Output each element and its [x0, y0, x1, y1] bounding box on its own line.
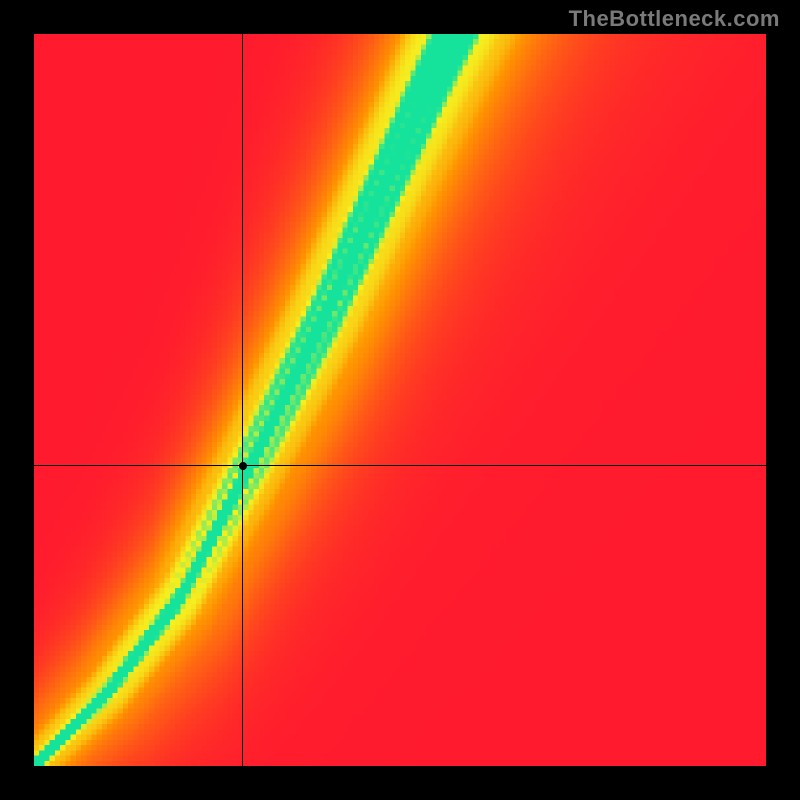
marker-point	[239, 462, 247, 470]
crosshair-vertical	[242, 34, 243, 766]
heatmap-canvas	[34, 34, 766, 766]
watermark-text: TheBottleneck.com	[569, 6, 780, 32]
crosshair-horizontal	[34, 465, 766, 466]
chart-container: TheBottleneck.com	[0, 0, 800, 800]
